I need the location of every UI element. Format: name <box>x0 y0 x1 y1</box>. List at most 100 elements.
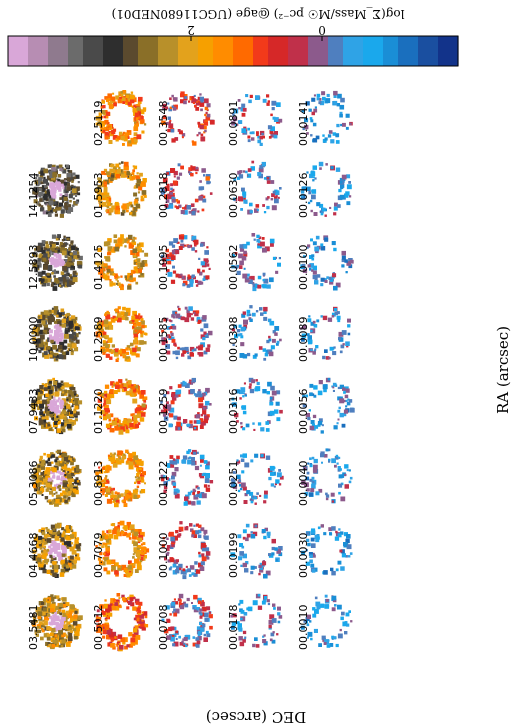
pixel <box>177 241 180 244</box>
pixel <box>67 256 72 261</box>
pixel <box>172 310 178 316</box>
pixel <box>237 623 242 628</box>
pixel <box>60 349 64 353</box>
pixel <box>103 488 108 493</box>
pixel <box>276 102 281 107</box>
pixel <box>98 322 102 326</box>
pixel <box>342 472 346 477</box>
pixel <box>118 429 124 435</box>
pixel <box>134 321 139 326</box>
pixel <box>178 602 182 605</box>
pixel <box>175 273 180 278</box>
pixel <box>172 611 175 614</box>
pixel <box>70 265 74 269</box>
pixel <box>312 320 316 324</box>
pixel <box>168 423 173 428</box>
pixel <box>172 570 178 575</box>
pixel <box>144 615 148 619</box>
pixel <box>163 318 167 322</box>
pixel <box>37 611 43 617</box>
pixel <box>62 284 65 287</box>
pixel <box>195 99 198 102</box>
pixel <box>110 174 115 178</box>
pixel <box>167 412 171 416</box>
pixel <box>133 333 139 339</box>
pixel <box>206 103 211 108</box>
pixel <box>117 524 120 528</box>
pixel <box>206 633 211 638</box>
pixel <box>338 337 344 342</box>
pixel <box>36 338 41 344</box>
pixel <box>71 395 75 398</box>
pixel <box>246 607 250 611</box>
pixel <box>339 111 343 115</box>
pixel <box>135 175 141 180</box>
pixel <box>69 333 74 339</box>
pixel <box>249 491 254 496</box>
pixel <box>39 329 45 335</box>
pixel <box>65 262 71 267</box>
pixel <box>50 317 55 322</box>
pixel <box>78 400 83 405</box>
pixel <box>108 458 112 462</box>
pixel <box>306 333 310 337</box>
pixel <box>39 609 42 612</box>
pixel <box>61 616 66 621</box>
pixel <box>49 173 54 179</box>
pixel <box>38 529 41 533</box>
pixel <box>195 171 198 175</box>
pixel <box>123 131 126 135</box>
pixel <box>54 391 60 397</box>
pixel <box>200 458 204 463</box>
pixel <box>48 389 53 394</box>
pixel <box>52 194 57 199</box>
pixel <box>66 242 69 245</box>
pixel <box>164 194 169 200</box>
pixel <box>125 429 130 434</box>
pixel <box>41 205 44 208</box>
pixel <box>63 242 68 246</box>
pixel <box>64 534 68 539</box>
pixel <box>267 535 271 539</box>
pixel <box>169 386 173 390</box>
pixel <box>112 135 118 140</box>
pixel <box>47 477 52 482</box>
pixel <box>104 494 108 497</box>
pixel <box>263 535 267 540</box>
pixel <box>325 448 329 452</box>
pixel <box>318 418 323 423</box>
pixel <box>114 604 120 609</box>
pixel <box>74 326 79 330</box>
pixel <box>139 116 144 121</box>
pixel <box>199 566 205 571</box>
pixel <box>58 188 62 192</box>
colorbar-step <box>323 36 329 66</box>
age-label: 07.9433 <box>27 389 40 435</box>
colorbar-step <box>178 36 184 66</box>
pixel <box>321 424 324 427</box>
pixel <box>250 531 253 534</box>
pixel <box>57 174 62 178</box>
pixel <box>120 172 126 178</box>
pixel <box>34 248 37 251</box>
pixel <box>187 423 191 427</box>
pixel <box>196 500 201 505</box>
pixel <box>127 498 131 502</box>
pixel <box>321 91 326 96</box>
pixel <box>51 243 56 248</box>
pixel <box>136 347 141 352</box>
pixel <box>66 277 69 280</box>
age-panel: 01.5953 <box>92 161 147 218</box>
pixel <box>111 560 115 565</box>
pixel <box>196 420 201 424</box>
pixel <box>137 545 142 550</box>
pixel <box>126 597 130 600</box>
pixel <box>106 540 112 545</box>
pixel <box>206 246 209 249</box>
pixel <box>105 547 110 553</box>
pixel <box>69 254 74 259</box>
pixel <box>61 398 67 403</box>
pixel <box>262 204 265 207</box>
pixel <box>171 471 177 477</box>
pixel <box>60 392 65 397</box>
